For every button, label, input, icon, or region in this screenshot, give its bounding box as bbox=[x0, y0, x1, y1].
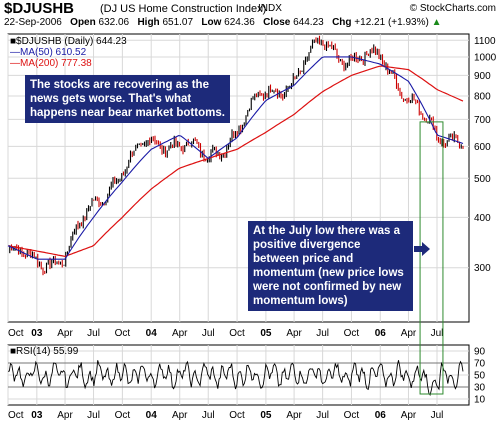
index-name: (DJ US Home Construction Index) bbox=[100, 3, 267, 15]
x-tick-label-rsi: Apr bbox=[286, 410, 302, 421]
rsi-y-tick-label: 70 bbox=[474, 359, 486, 370]
low-value: 624.36 bbox=[224, 17, 255, 28]
ma200-line bbox=[7, 65, 464, 258]
x-tick-label-price: Oct bbox=[115, 328, 131, 339]
price-y-tick-label: 1100 bbox=[474, 36, 496, 47]
x-tick-label-rsi: Oct bbox=[229, 410, 245, 421]
x-tick-label-price: 06 bbox=[375, 328, 387, 339]
x-tick-label-rsi: 04 bbox=[146, 410, 158, 421]
x-tick-label-rsi: 06 bbox=[375, 410, 387, 421]
x-tick-label-rsi: Jul bbox=[202, 410, 215, 421]
price-stats: 22-Sep-2006 Open 632.06 High 651.07 Low … bbox=[4, 17, 441, 28]
arrow-right-icon bbox=[414, 242, 430, 256]
x-tick-label-rsi: 05 bbox=[260, 410, 272, 421]
x-tick-label-rsi: 03 bbox=[31, 410, 43, 421]
price-legend-symbol: ■$DJUSHB (Daily) 644.23 bbox=[10, 36, 127, 47]
low-label: Low bbox=[201, 17, 222, 28]
x-tick-label-price: Jul bbox=[87, 328, 100, 339]
x-tick-label-price: Jul bbox=[316, 328, 329, 339]
open-label: Open bbox=[70, 17, 96, 28]
price-y-tick-label: 300 bbox=[474, 263, 491, 274]
copyright-link[interactable]: © StockCharts.com bbox=[409, 3, 496, 14]
rsi-legend: ■RSI(14) 55.99 bbox=[10, 346, 79, 357]
x-tick-label-price: Apr bbox=[57, 328, 73, 339]
x-tick-label-rsi: Oct bbox=[344, 410, 360, 421]
x-tick-label-price: Jul bbox=[202, 328, 215, 339]
x-tick-label-price: 04 bbox=[146, 328, 158, 339]
rsi-y-tick-label: 10 bbox=[474, 395, 486, 406]
x-tick-label-price: Jul bbox=[431, 328, 444, 339]
x-tick-label-rsi: Jul bbox=[316, 410, 329, 421]
x-tick-label-rsi: Oct bbox=[115, 410, 131, 421]
close-value: 644.23 bbox=[293, 17, 324, 28]
stats-date: 22-Sep-2006 bbox=[4, 17, 62, 28]
annotation-divergence: At the July low there was a positive div… bbox=[248, 221, 413, 311]
x-tick-label-price: Apr bbox=[286, 328, 302, 339]
price-y-tick-label: 800 bbox=[474, 92, 491, 103]
price-y-tick-label: 700 bbox=[474, 115, 491, 126]
chg-label: Chg bbox=[332, 17, 352, 28]
price-legend-ma50: —MA(50) 610.52 bbox=[10, 47, 87, 58]
annotation-recovery: The stocks are recovering as the news ge… bbox=[25, 75, 230, 123]
ma50-line bbox=[7, 56, 464, 260]
price-y-tick-label: 900 bbox=[474, 71, 491, 82]
x-tick-label-price: Oct bbox=[229, 328, 245, 339]
x-tick-label-price: Apr bbox=[172, 328, 188, 339]
price-y-tick-label: 600 bbox=[474, 142, 491, 153]
price-y-tick-label: 500 bbox=[474, 174, 491, 185]
x-tick-label-price: 03 bbox=[31, 328, 43, 339]
x-tick-label-price: 05 bbox=[260, 328, 272, 339]
x-tick-label-price: Oct bbox=[344, 328, 360, 339]
ticker-symbol: $DJUSHB bbox=[4, 0, 75, 17]
price-y-tick-label: 1000 bbox=[474, 52, 497, 63]
x-tick-label-rsi: Jul bbox=[431, 410, 444, 421]
chg-arrow-icon: ▲ bbox=[431, 17, 442, 28]
x-tick-label-rsi: Jul bbox=[87, 410, 100, 421]
rsi-y-tick-label: 50 bbox=[474, 371, 486, 382]
index-tag: INDX bbox=[258, 3, 282, 14]
price-legend-ma200: —MA(200) 777.38 bbox=[10, 58, 92, 69]
chg-value: +12.21 (+1.93%) bbox=[354, 17, 429, 28]
x-tick-label-price: Oct bbox=[8, 328, 24, 339]
rsi-line bbox=[7, 360, 464, 396]
divergence-highlight-box bbox=[419, 121, 444, 395]
x-tick-label-price: Apr bbox=[401, 328, 417, 339]
x-tick-label-rsi: Apr bbox=[401, 410, 417, 421]
rsi-y-tick-label: 30 bbox=[474, 383, 486, 394]
close-label: Close bbox=[263, 17, 291, 28]
rsi-y-tick-label: 90 bbox=[474, 347, 486, 358]
chart-header: $DJUSHB (DJ US Home Construction Index) … bbox=[4, 0, 496, 32]
x-tick-label-rsi: Apr bbox=[57, 410, 73, 421]
high-value: 651.07 bbox=[162, 17, 194, 28]
price-y-tick-label: 400 bbox=[474, 213, 491, 224]
x-tick-label-rsi: Apr bbox=[172, 410, 188, 421]
high-label: High bbox=[137, 17, 160, 28]
open-value: 632.06 bbox=[98, 17, 130, 28]
x-tick-label-rsi: Oct bbox=[8, 410, 24, 421]
